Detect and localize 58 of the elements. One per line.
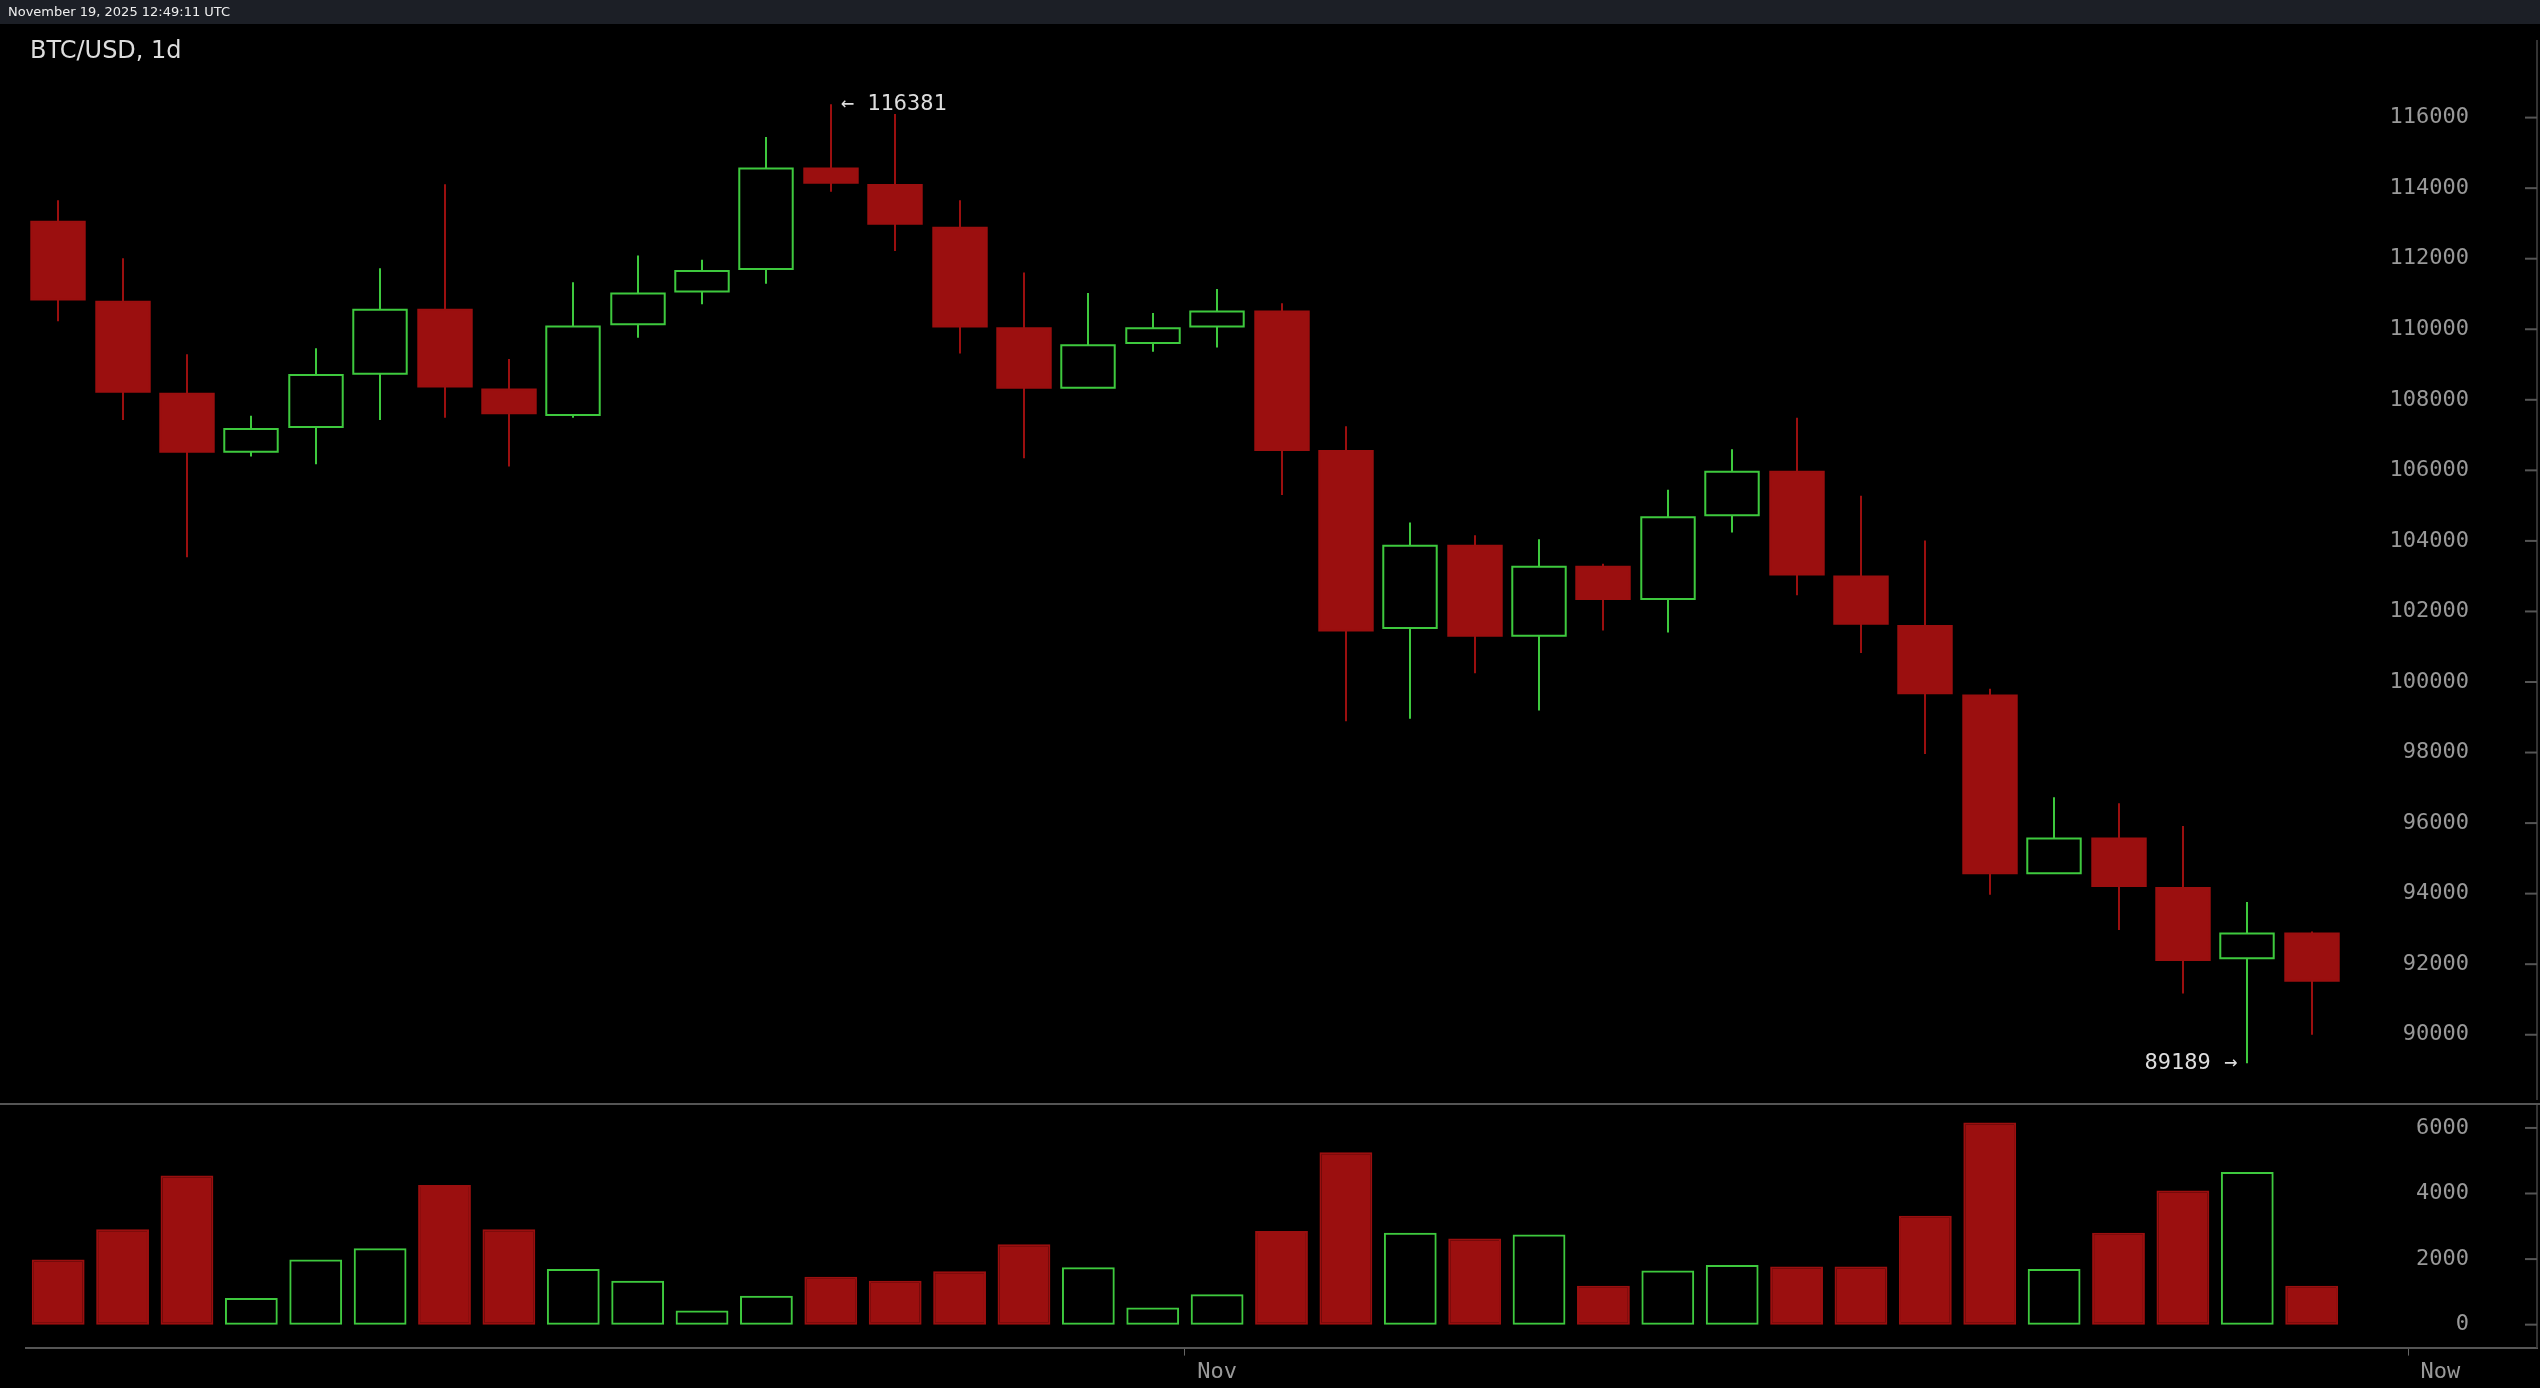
candlestick — [1447, 534, 1503, 675]
y-tick-label: 106000 — [2389, 456, 2469, 482]
candlestick — [1704, 448, 1760, 534]
y-tick-label: 94000 — [2402, 879, 2469, 905]
y-tick-label: 110000 — [2389, 314, 2469, 340]
y-tick-label: 92000 — [2402, 949, 2469, 975]
y-tick-label: 96000 — [2402, 808, 2469, 834]
candlestick — [1833, 494, 1889, 655]
annotation: 89189 → — [2144, 1049, 2238, 1075]
candlestick — [2091, 802, 2147, 931]
chart-title: BTC/USD, 1d — [30, 36, 182, 64]
y-tick-label: 112000 — [2389, 244, 2469, 270]
candlestick — [159, 353, 215, 559]
candlestick — [95, 257, 151, 421]
candlestick — [30, 199, 86, 323]
x-tick-label: Nov — [1197, 1357, 1237, 1383]
candlestick — [352, 267, 408, 421]
candlestick — [417, 183, 473, 419]
y-tick-label: 102000 — [2389, 597, 2469, 623]
candlestick — [2219, 901, 2275, 1065]
candlestick — [867, 113, 923, 252]
y-tick-label: 6000 — [2416, 1113, 2469, 1139]
candlestick — [932, 199, 988, 355]
candlestick — [545, 281, 601, 419]
candlestick — [610, 254, 666, 339]
annotation: ← 116381 — [840, 89, 947, 115]
candlestick — [1575, 562, 1631, 632]
y-tick-label: 100000 — [2389, 667, 2469, 693]
y-tick-label: 116000 — [2389, 103, 2469, 129]
y-tick-label: 108000 — [2389, 385, 2469, 411]
candlestick — [1318, 425, 1374, 723]
y-tick-label: 104000 — [2389, 526, 2469, 552]
candlestick — [1382, 521, 1438, 720]
candlestick — [738, 136, 794, 285]
text: November 19, 2025 12:49:11 UTC — [0, 0, 2540, 24]
candlestick — [1060, 291, 1116, 389]
y-tick-label: 2000 — [2416, 1244, 2469, 1270]
candlestick — [674, 258, 730, 306]
candlestick — [1962, 687, 2018, 896]
candlestick — [2284, 930, 2340, 1036]
candlestick — [1254, 302, 1310, 497]
candlestick — [1511, 538, 1567, 712]
candlestick — [223, 414, 279, 458]
candlestick — [996, 271, 1052, 460]
candlestick — [1125, 312, 1181, 353]
y-tick-label: 98000 — [2402, 738, 2469, 764]
x-tick-label: Now — [2420, 1357, 2462, 1383]
y-tick-label: 114000 — [2389, 173, 2469, 199]
candlestick — [1769, 416, 1825, 597]
candlestick — [1189, 288, 1245, 349]
y-tick-label: 90000 — [2402, 1020, 2469, 1046]
candlestick — [1640, 488, 1696, 634]
y-tick-label: 4000 — [2416, 1179, 2469, 1205]
candlestick — [2026, 796, 2082, 875]
candlestick — [2155, 824, 2211, 995]
candlestick — [288, 347, 344, 466]
y-tick-label: 0 — [2455, 1310, 2469, 1336]
candlestick — [1897, 539, 1953, 755]
